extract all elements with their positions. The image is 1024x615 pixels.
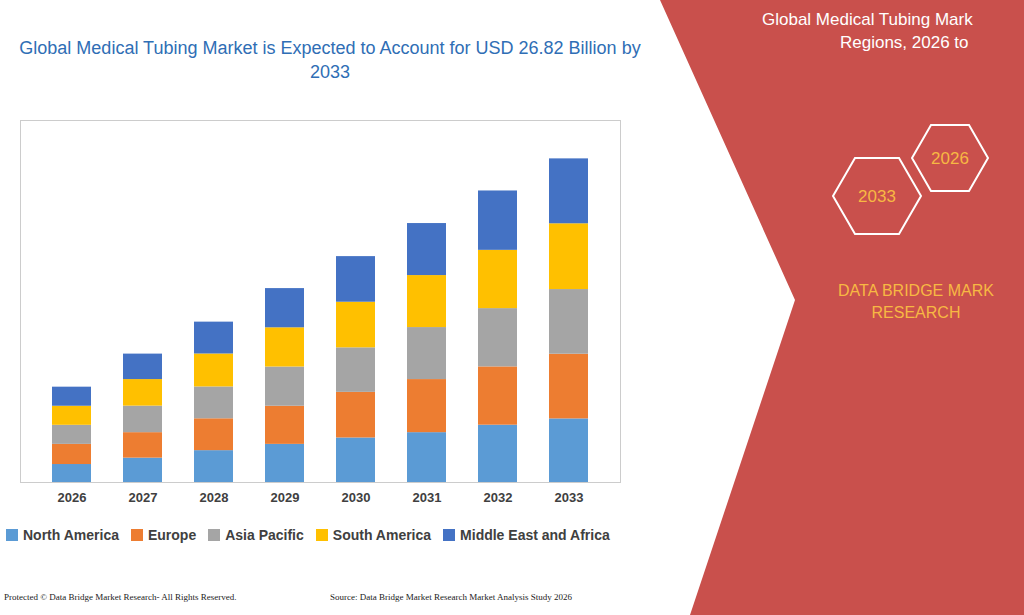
html-text:South America: South America xyxy=(332,527,432,543)
html-text:RESEARCH: RESEARCH xyxy=(871,304,961,321)
html-text:Protected © Data Bridge Market: Protected © Data Bridge Market Research-… xyxy=(4,592,237,602)
html-text:North America: North America xyxy=(23,527,119,543)
svg-text:2031: 2031 xyxy=(413,490,442,505)
svg-text:2030: 2030 xyxy=(342,490,371,505)
html-text:Source: Data Bridge Market Res: Source: Data Bridge Market Research Mark… xyxy=(330,592,572,602)
html-text:Middle East and Africa: Middle East and Africa xyxy=(460,527,610,543)
svg-text:2028: 2028 xyxy=(200,490,229,505)
html-text:Global Medical Tubing Mark: Global Medical Tubing Mark xyxy=(762,10,973,29)
svg-text:2033: 2033 xyxy=(858,187,896,206)
svg-text:2027: 2027 xyxy=(129,490,158,505)
html-text:Europe: Europe xyxy=(148,527,197,543)
html-text:Regions, 2026 to: Regions, 2026 to xyxy=(840,33,969,52)
svg-text:2026: 2026 xyxy=(58,490,87,505)
html-text:DATA BRIDGE MARK: DATA BRIDGE MARK xyxy=(838,282,994,299)
svg-text:2033: 2033 xyxy=(555,490,584,505)
svg-text:2032: 2032 xyxy=(484,490,513,505)
svg-text:2026: 2026 xyxy=(931,149,969,168)
svg-text:2029: 2029 xyxy=(271,490,300,505)
html-text:Asia Pacific: Asia Pacific xyxy=(225,527,304,543)
html-text:Global Medical Tubing Market i: Global Medical Tubing Market is Expected… xyxy=(19,38,641,82)
